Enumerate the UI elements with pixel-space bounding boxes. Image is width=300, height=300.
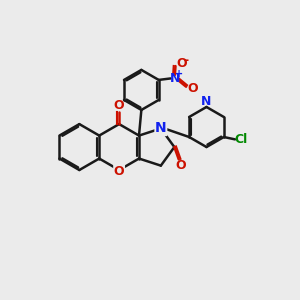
Text: N: N xyxy=(201,95,212,108)
Text: O: O xyxy=(114,165,124,178)
Text: O: O xyxy=(187,82,198,95)
Text: +: + xyxy=(175,69,183,79)
Text: -: - xyxy=(184,54,189,67)
Text: Cl: Cl xyxy=(235,134,248,146)
Text: O: O xyxy=(177,57,187,70)
Text: O: O xyxy=(175,159,185,172)
Text: N: N xyxy=(155,122,167,136)
Text: N: N xyxy=(170,72,180,85)
Text: O: O xyxy=(114,99,124,112)
